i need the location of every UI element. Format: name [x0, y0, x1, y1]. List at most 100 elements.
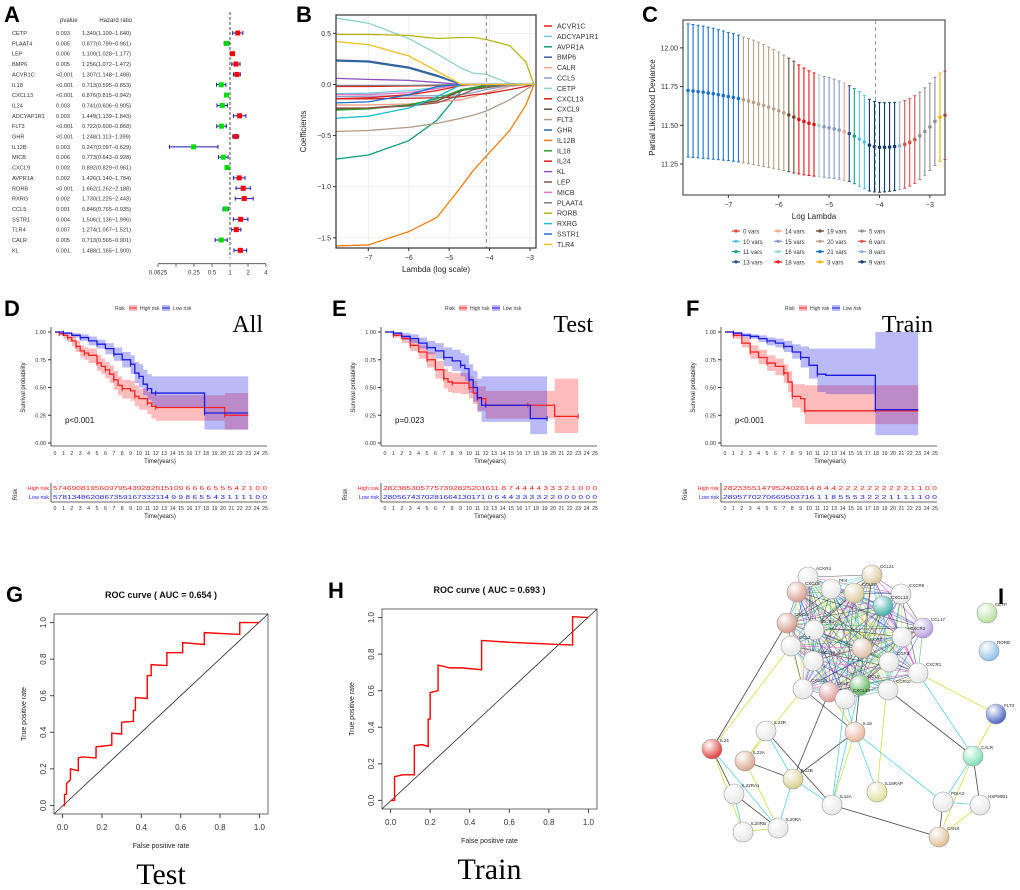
deviance-point	[928, 125, 932, 129]
pvalue-label: 0.003	[56, 114, 70, 120]
hr-label: 0.877(0.799−0.961)	[82, 41, 131, 47]
network-node-il12a	[821, 794, 843, 816]
risk-x-axis-title: Time(years)	[474, 514, 506, 520]
network-node-canx	[928, 826, 950, 848]
x-tick-label: 23	[245, 451, 251, 457]
deviance-point	[701, 90, 705, 94]
x-tick-label: 4	[87, 451, 90, 457]
risk-row-values-low: 2895770270669503716 1 1 8 5 5 5 3 2 2 2 …	[723, 495, 937, 501]
risk-table-title: Risk	[13, 488, 19, 501]
legend-label: ACVR1C	[557, 24, 585, 31]
coef-line-il12b	[335, 84, 535, 247]
x-tick-label: 0.2	[425, 818, 437, 827]
x-tick-label: 1.0	[254, 823, 266, 832]
gene-label: GHR	[12, 135, 24, 141]
risk-row-label-low: Low risk	[699, 495, 719, 501]
x-tick-label: 21	[229, 451, 235, 457]
risk-row-label-low: Low risk	[359, 495, 379, 501]
pvalue-label: 0.001	[56, 248, 70, 254]
x-tick-label: 10	[466, 451, 472, 457]
legend-label: 8 vars	[869, 250, 885, 256]
x-tick-label: 16	[517, 451, 523, 457]
y-tick-label: 0.75	[365, 358, 376, 364]
network-edge	[711, 748, 779, 829]
y-tick-label: 12.00	[660, 45, 678, 52]
network-node-il24	[701, 738, 723, 760]
pvalue-label: <0.001	[56, 83, 73, 89]
risk-row-values-low: 2805674370281664130171 0 6 4 4 3 3 3 3 2…	[383, 495, 597, 501]
network-edge	[812, 605, 884, 662]
pvalue-label: 0.006	[56, 52, 70, 58]
network-node-cxcr1	[907, 662, 929, 684]
network-node-il23a	[734, 750, 756, 772]
risk-x-tick-label: 14	[840, 506, 846, 512]
hr-point	[241, 196, 247, 202]
network-edge	[765, 730, 833, 806]
risk-x-tick-label: 1	[732, 506, 735, 512]
hr-point	[223, 206, 229, 212]
risk-x-axis-title: Time(years)	[144, 514, 176, 520]
y-tick-label: 0.0	[367, 794, 376, 806]
x-tick-label: 0.0	[385, 818, 397, 827]
deviance-point	[902, 142, 907, 147]
network-edge	[792, 691, 830, 780]
risk-x-tick-label: 21	[899, 506, 905, 512]
panel-label-i: I	[998, 584, 1005, 609]
x-tick-label: 18	[533, 451, 539, 457]
x-tick-label: 19	[212, 451, 218, 457]
forest-plot: pvalue Hazard ratio CETP 0.003 1.349(1.109−1…	[12, 12, 268, 277]
deviance-point	[812, 122, 816, 127]
gene-label: CALR	[12, 238, 27, 244]
x-tick-label: 5	[766, 451, 769, 457]
risk-x-tick-label: 13	[161, 506, 167, 512]
risk-x-tick-label: 6	[434, 506, 437, 512]
hr-point	[235, 30, 241, 36]
network-node-il20rb	[732, 821, 754, 843]
deviance-point	[847, 131, 852, 136]
risk-x-tick-label: 7	[442, 506, 445, 512]
network-node-il18rap	[866, 781, 888, 803]
network-node-label: IL20RB	[751, 821, 766, 826]
risk-x-tick-label: 8	[791, 506, 794, 512]
risk-x-tick-label: 18	[873, 506, 879, 512]
network-node-cxcl6	[776, 612, 798, 634]
hr-point	[191, 144, 197, 150]
roc-curve	[62, 621, 260, 807]
deviance-point	[933, 119, 937, 124]
x-tick-label: 25	[932, 451, 938, 457]
deviance-point	[852, 134, 857, 138]
hr-label: 0.773(0.643−0.928)	[82, 155, 131, 161]
network-node-label: CETP	[995, 602, 1007, 607]
deviance-point	[897, 143, 902, 148]
risk-x-tick-label: 20	[890, 506, 896, 512]
hr-label: 0.846(0.765−0.935)	[82, 207, 131, 213]
confidence-band-low	[55, 332, 249, 430]
y-tick-label: 1.0	[39, 616, 48, 628]
deviance-point	[867, 143, 872, 147]
deviance-point	[776, 108, 781, 113]
hr-point	[224, 165, 230, 171]
x-tick-label: 6	[434, 451, 437, 457]
x-tick-label: 5	[96, 451, 99, 457]
network-node-label: ACKR4	[816, 566, 832, 571]
y-tick-label: −1.0	[317, 184, 331, 191]
gene-label: CCL5	[12, 207, 26, 213]
pvalue-label: <0.001	[56, 135, 73, 141]
x-tick-label: 0.4	[464, 818, 476, 827]
x-tick-label: 20	[550, 451, 556, 457]
legend-label: CXCL9	[557, 107, 580, 114]
y-tick-label: 0.0	[321, 82, 331, 89]
plot-area	[336, 15, 536, 248]
plot-border	[53, 613, 269, 815]
legend-swatch-point	[734, 260, 738, 264]
legend-label: 18 vars	[785, 260, 805, 266]
legend-label: 10 vars	[743, 240, 763, 246]
risk-x-tick-label: 22	[907, 506, 913, 512]
deviance-point	[756, 102, 761, 106]
hr-point	[240, 185, 246, 191]
network-node-ccl5	[849, 674, 871, 696]
network-edge	[812, 592, 855, 662]
risk-x-tick-label: 12	[483, 506, 489, 512]
network-node-label: IL22RA1	[742, 783, 760, 788]
hr-point	[233, 61, 239, 67]
